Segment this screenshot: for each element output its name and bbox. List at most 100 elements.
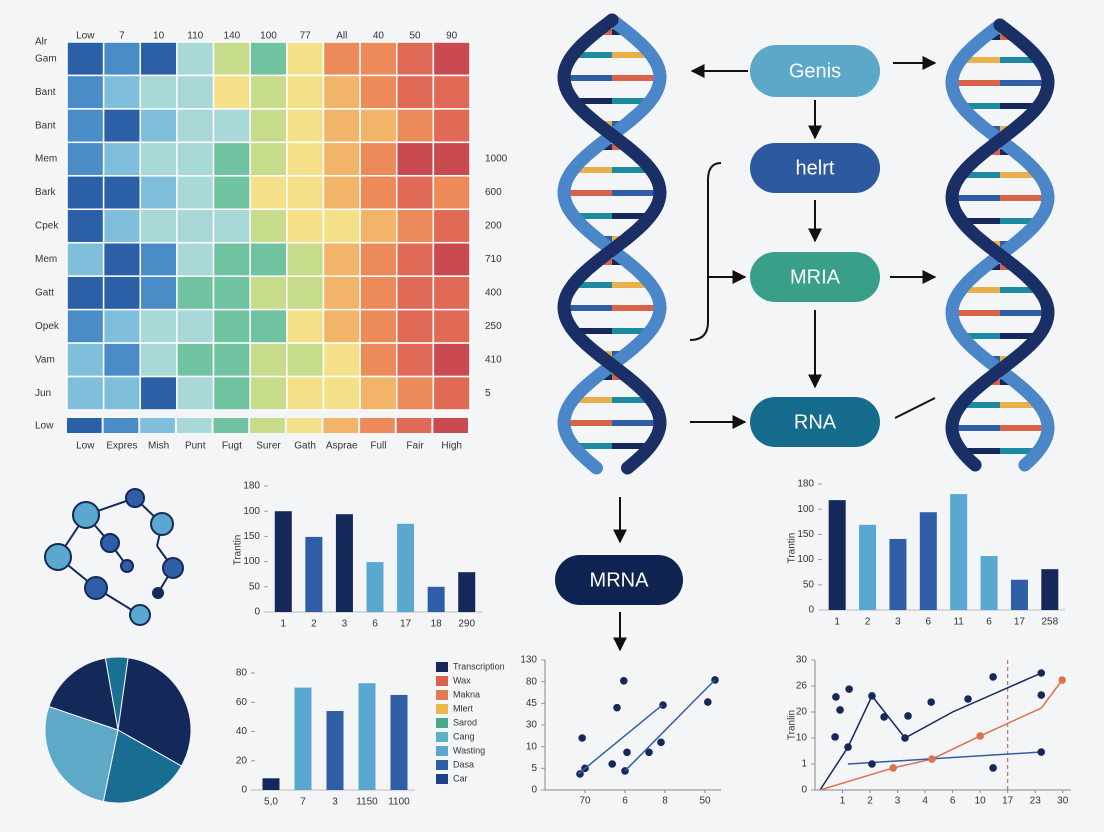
x-tick-label: 5,0 [264,797,278,808]
line [819,672,1042,791]
y-tick-label: 150 [797,529,814,540]
point [976,732,984,740]
node [555,555,683,605]
legend-label: Makna [453,689,480,699]
x-tick-label: 3 [895,617,901,628]
heat-cell [176,208,215,244]
heat-cell [322,208,361,244]
heat-cell [322,175,361,211]
x-tick-label: 6 [950,796,956,807]
x-tick-label: 6 [622,796,628,807]
heat-cell [139,241,178,277]
x-tick-label: 23 [1030,796,1042,807]
legend-label: Sarod [453,717,477,727]
row-label: Jun [35,388,51,399]
y-tick-label: 0 [531,785,537,796]
y-tick-label: 100 [243,556,260,567]
heat-cell [286,41,325,77]
bar [262,778,280,790]
y-axis-label: Trantin [233,535,244,566]
bar [366,562,384,612]
column-label: 77 [300,31,312,42]
x-tick-label: 11 [953,617,964,628]
legend-swatch [436,676,448,686]
heat-cell [249,141,288,177]
point [645,748,653,757]
x-tick-label: 290 [458,619,475,630]
heat-cell [322,141,361,177]
heat-cell [212,108,251,144]
heat-cell [432,308,471,344]
heat-cell [176,241,215,277]
bar [828,500,846,610]
heat-cell [286,74,325,110]
point [1037,748,1046,756]
y-tick-label: 50 [249,581,261,592]
heat-cell [322,275,361,311]
heat-cell [395,342,435,378]
heat-cell [359,74,398,110]
heat-cell [359,241,398,277]
x-tick-label: 1 [281,619,287,630]
colorscale-label: Mish [148,441,169,452]
x-tick-label: 50 [699,796,711,807]
heat-cell [359,141,398,177]
colorscale-label: Full [370,441,386,452]
heat-cell [359,208,398,244]
y-tick-label: 150 [243,531,260,542]
row-label: Opek [35,321,60,332]
x-tick-label: 3 [895,796,901,807]
heat-cell [286,108,325,144]
bar [919,512,937,610]
line [624,679,716,772]
heat-cell [102,175,142,211]
heat-cell [66,141,105,177]
heat-cell [286,342,325,378]
point [836,706,844,714]
column-label: 100 [260,31,277,42]
colorscale-swatch [396,418,432,433]
legend-row-label: Low [35,421,54,432]
heat-cell [176,175,215,211]
row-value-label: 410 [485,354,502,365]
x-tick-label: 1 [840,796,846,807]
column-label: 10 [153,31,165,42]
heat-cell [286,241,325,277]
y-tick-label: 100 [797,554,814,565]
heat-cell [139,308,178,344]
column-label: 40 [373,31,385,42]
y-tick-label: 5 [531,763,537,774]
heat-cell [66,375,105,411]
line [577,704,663,775]
column-label: 90 [446,31,458,42]
column-label: 7 [119,31,125,42]
heat-cell [286,208,325,244]
heat-cell [432,108,471,144]
y-tick-label: 1 [801,759,807,770]
column-label: Low [76,31,95,42]
heat-cell [395,308,435,344]
point [832,693,840,701]
heat-cell [176,74,215,110]
heat-cell [66,108,105,144]
point [620,677,628,685]
colorscale-label: High [441,441,462,452]
row-label: Gatt [35,288,54,299]
heat-cell [212,141,251,177]
heat-cell [212,208,251,244]
point [844,743,852,751]
legend-swatch [436,732,448,742]
heat-cell [286,375,325,411]
heat-cell [322,308,361,344]
strand [945,18,1055,472]
heat-cell [395,108,435,144]
y-tick-label: 45 [526,698,538,709]
heat-cell [249,308,288,344]
colorscale-label: Fair [406,441,424,452]
legend-label: Cang [453,731,475,741]
colorscale-label: Gath [294,441,316,452]
point [657,738,665,747]
heat-cell [322,241,361,277]
heat-cell [395,41,435,77]
